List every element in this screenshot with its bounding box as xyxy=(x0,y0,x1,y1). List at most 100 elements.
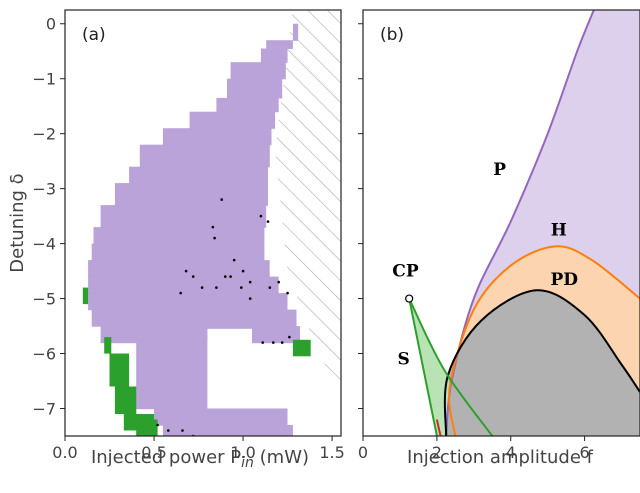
y-tick-label: −4 xyxy=(32,235,56,254)
panel-a-label: (a) xyxy=(82,25,106,45)
purple-band xyxy=(162,128,272,146)
purple-band xyxy=(260,48,288,63)
dot-mark xyxy=(191,275,195,278)
y-tick-label: 0 xyxy=(46,15,56,34)
dot-mark xyxy=(220,198,223,201)
panel-a-ticks: 0.0 0.5 1.0 1.5 0 −1 −2 −3 −4 −5 −6 −7 xyxy=(32,15,344,462)
x-tick-label: 0 xyxy=(358,443,368,462)
dot-mark xyxy=(211,225,215,229)
green-cell xyxy=(114,386,137,414)
x-tick-label: 4 xyxy=(506,443,516,462)
panel-a-xlabel: Injected power Pin (mW) xyxy=(91,447,309,471)
region-label: PD xyxy=(551,270,579,290)
dot-mark xyxy=(200,286,204,289)
purple-band xyxy=(227,78,283,99)
dot-mark xyxy=(184,269,188,273)
purple-band xyxy=(189,111,276,129)
hatched-region xyxy=(275,10,341,436)
dot-mark xyxy=(181,429,184,432)
green-cell xyxy=(292,339,311,357)
dot-mark xyxy=(248,297,252,300)
dot-mark xyxy=(272,341,275,344)
panel-a-frame xyxy=(64,9,342,437)
purple-band xyxy=(88,293,288,311)
panel-a-ylabel: Detuning δ xyxy=(7,173,28,272)
panel-b-xlabel: Injection amplitude f xyxy=(407,447,594,468)
purple-gap xyxy=(207,328,252,351)
dot-mark xyxy=(268,286,272,289)
dot-mark xyxy=(213,236,216,240)
purple-band xyxy=(100,326,300,344)
region-label: P xyxy=(493,160,506,180)
x-tick-label: 6 xyxy=(580,443,590,462)
purple-band xyxy=(91,243,265,261)
dot-mark xyxy=(232,258,236,262)
region-label: H xyxy=(551,220,567,240)
purple-band xyxy=(129,166,268,184)
dot-mark xyxy=(179,291,182,295)
purple-band xyxy=(88,276,279,294)
dot-mark xyxy=(277,280,281,284)
purple-band xyxy=(266,40,293,49)
panel-b: 0 2 4 6 (b) Injection amplitude f P H PD S CP xyxy=(358,9,640,468)
purple-band xyxy=(139,144,270,168)
purple-band xyxy=(93,227,265,245)
region-s-fill xyxy=(409,298,450,436)
x-tick-label: 0.5 xyxy=(141,443,166,462)
purple-band xyxy=(88,260,270,278)
purple-band xyxy=(91,309,297,327)
y-tick-label: −5 xyxy=(32,290,56,309)
dot-mark xyxy=(248,280,252,284)
green-cell xyxy=(109,353,130,387)
purple-band xyxy=(100,205,267,228)
dot-mark xyxy=(167,429,170,432)
x-tick-label: 0.0 xyxy=(52,443,77,462)
y-tick-label: −3 xyxy=(32,180,56,199)
purple-band xyxy=(216,97,279,113)
curve-h xyxy=(448,245,640,436)
region-label: CP xyxy=(392,262,419,282)
purple-band xyxy=(292,23,299,41)
dot-mark xyxy=(241,269,245,273)
y-tick-label: −1 xyxy=(32,70,56,89)
curve-extra xyxy=(435,419,442,436)
y-tick-label: −7 xyxy=(32,400,56,419)
panel-b-region-labels: P H PD S CP xyxy=(392,160,578,370)
panel-a: 0.0 0.5 1.0 1.5 0 −1 −2 −3 −4 −5 −6 −7 (a) Injected… xyxy=(7,9,345,471)
dot-mark xyxy=(261,341,265,344)
purple-band xyxy=(114,183,269,206)
dot-mark xyxy=(259,214,263,218)
panel-b-ticks: 0 2 4 6 xyxy=(358,23,590,462)
x-tick-label: 1.0 xyxy=(230,443,255,462)
x-tick-label: 2 xyxy=(432,443,442,462)
y-tick-label: −6 xyxy=(32,345,56,364)
dot-mark xyxy=(156,423,159,427)
panel-b-frame xyxy=(362,9,640,437)
purple-band xyxy=(230,62,286,80)
dot-mark xyxy=(229,275,232,278)
purple-band xyxy=(154,408,288,426)
dot-mark xyxy=(288,335,291,339)
purple-band xyxy=(136,342,208,410)
curve-s2 xyxy=(408,298,494,436)
purple-band xyxy=(162,425,293,436)
region-label: S xyxy=(397,350,409,370)
green-cell xyxy=(82,287,89,305)
green-cell xyxy=(148,419,158,436)
dot-mark xyxy=(266,220,270,223)
dot-mark xyxy=(224,275,227,278)
x-tick-label: 1.5 xyxy=(319,443,344,462)
dot-mark xyxy=(280,341,284,344)
green-cell xyxy=(104,337,112,354)
dot-mark xyxy=(215,286,218,289)
curve-s1 xyxy=(408,298,438,436)
dot-mark xyxy=(240,286,243,289)
cusp-point xyxy=(405,294,414,303)
panel-b-plot-area xyxy=(405,10,640,436)
panel-a-plot-area xyxy=(82,10,341,436)
panel-b-label: (b) xyxy=(380,25,404,45)
y-tick-label: −2 xyxy=(32,125,56,144)
region-pd-fill xyxy=(444,290,640,436)
dot-mark xyxy=(286,291,289,295)
